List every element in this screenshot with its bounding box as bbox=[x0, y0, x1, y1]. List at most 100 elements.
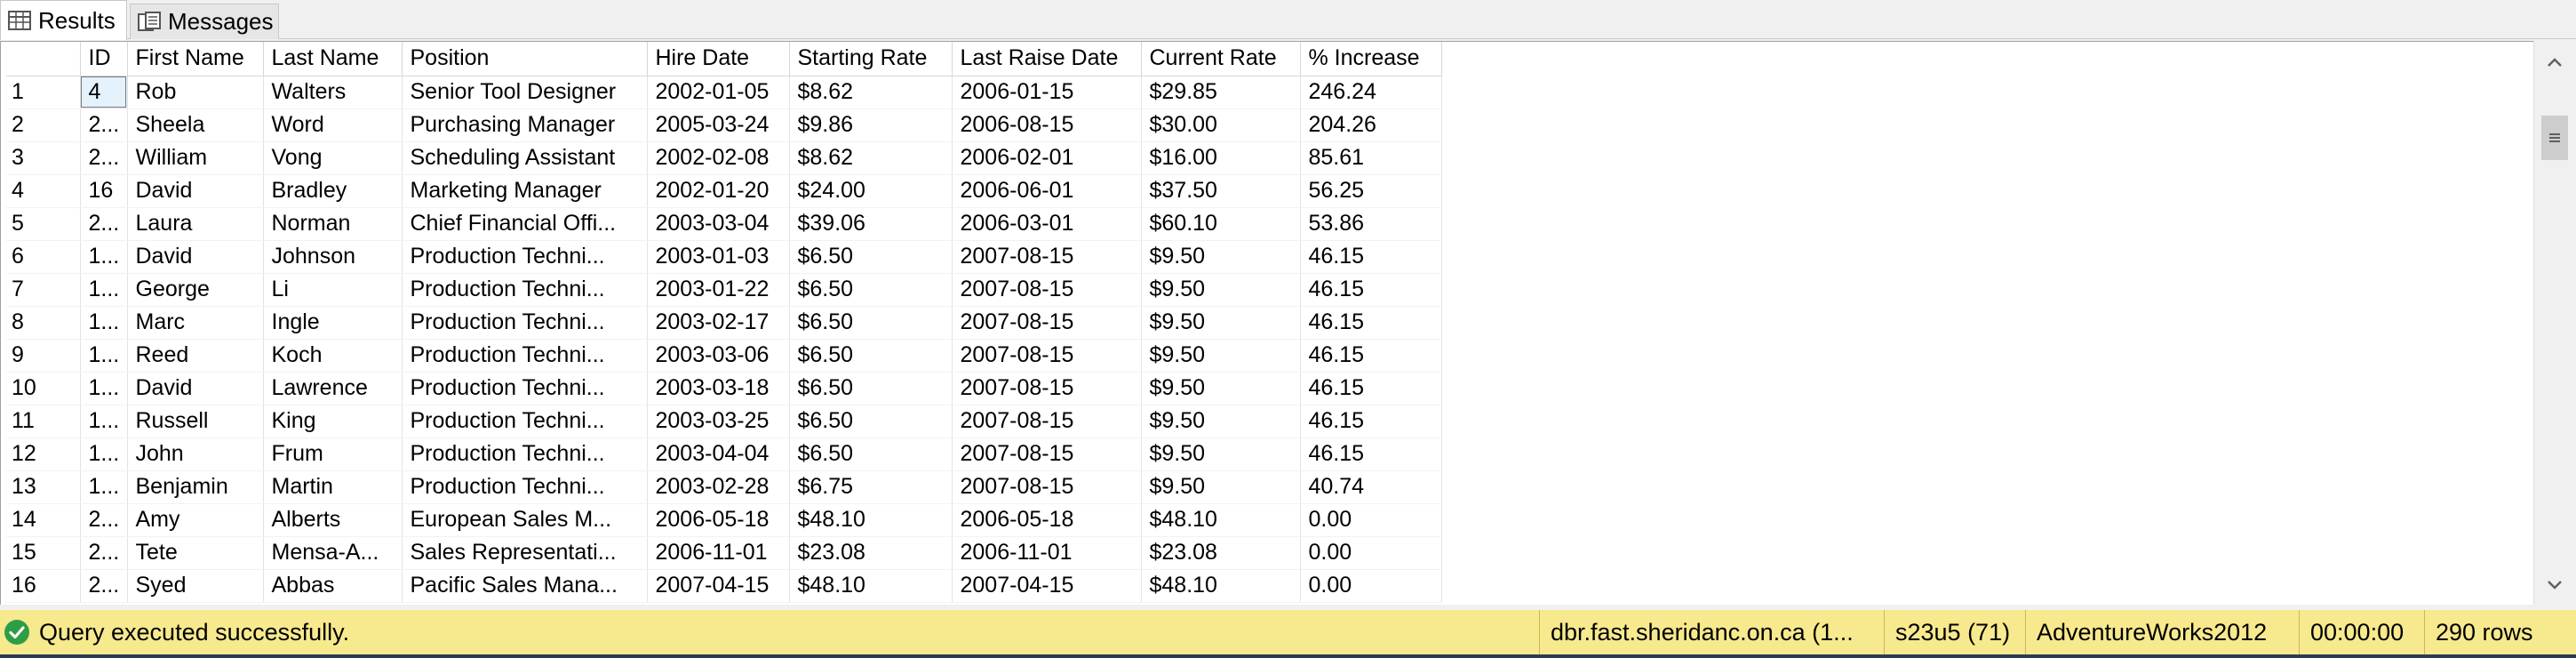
cell-starting-rate[interactable]: $23.08 bbox=[789, 536, 953, 570]
cell-last-name[interactable]: Lawrence bbox=[263, 372, 403, 405]
cell-hire-date[interactable]: 2006-05-18 bbox=[647, 503, 790, 537]
cell-last-raise-date[interactable]: 2006-08-15 bbox=[952, 108, 1142, 142]
cell-last-name[interactable]: Word bbox=[263, 108, 403, 142]
cell-first-name[interactable]: Marc bbox=[127, 306, 264, 340]
table-row[interactable]: 11 1... Russell King Production Techni... 200… bbox=[6, 405, 1442, 438]
table-row[interactable]: 2 2... Sheela Word Purchasing Manager 2005-03… bbox=[6, 108, 1442, 142]
cell-last-name[interactable]: Li bbox=[263, 273, 403, 307]
cell-position[interactable]: Production Techni... bbox=[402, 273, 648, 307]
cell-first-name[interactable]: Laura bbox=[127, 207, 264, 241]
cell-last-name[interactable]: Koch bbox=[263, 339, 403, 373]
cell-row-number[interactable]: 3 bbox=[6, 141, 81, 175]
table-row[interactable]: 3 2... William Vong Scheduling Assistant 2002… bbox=[6, 141, 1442, 175]
cell-last-raise-date[interactable]: 2006-02-01 bbox=[952, 141, 1142, 175]
table-row[interactable]: 15 2... Tete Mensa-A... Sales Representati..… bbox=[6, 536, 1442, 570]
table-row[interactable]: 10 1... David Lawrence Production Techni... 2… bbox=[6, 372, 1442, 405]
cell-id[interactable]: 1... bbox=[80, 437, 128, 471]
cell-row-number[interactable]: 4 bbox=[6, 174, 81, 208]
cell-last-name[interactable]: Ingle bbox=[263, 306, 403, 340]
cell-hire-date[interactable]: 2003-03-18 bbox=[647, 372, 790, 405]
cell-last-raise-date[interactable]: 2006-01-15 bbox=[952, 76, 1142, 109]
cell-first-name[interactable]: Russell bbox=[127, 405, 264, 438]
cell-starting-rate[interactable]: $48.10 bbox=[789, 569, 953, 603]
cell-first-name[interactable]: George bbox=[127, 273, 264, 307]
cell-percent-increase[interactable]: 40.74 bbox=[1300, 470, 1442, 504]
cell-percent-increase[interactable]: 46.15 bbox=[1300, 240, 1442, 274]
cell-position[interactable]: Purchasing Manager bbox=[402, 108, 648, 142]
cell-current-rate[interactable]: $9.50 bbox=[1141, 470, 1301, 504]
table-row[interactable]: 13 1... Benjamin Martin Production Techni...… bbox=[6, 470, 1442, 504]
cell-current-rate[interactable]: $48.10 bbox=[1141, 503, 1301, 537]
cell-row-number[interactable]: 15 bbox=[6, 536, 81, 570]
cell-position[interactable]: Marketing Manager bbox=[402, 174, 648, 208]
cell-hire-date[interactable]: 2003-03-04 bbox=[647, 207, 790, 241]
cell-starting-rate[interactable]: $6.50 bbox=[789, 306, 953, 340]
cell-hire-date[interactable]: 2002-01-20 bbox=[647, 174, 790, 208]
cell-percent-increase[interactable]: 46.15 bbox=[1300, 339, 1442, 373]
cell-percent-increase[interactable]: 46.15 bbox=[1300, 405, 1442, 438]
cell-hire-date[interactable]: 2003-01-03 bbox=[647, 240, 790, 274]
cell-hire-date[interactable]: 2003-02-28 bbox=[647, 470, 790, 504]
table-row[interactable]: 7 1... George Li Production Techni... 2003-01… bbox=[6, 273, 1442, 307]
cell-last-name[interactable]: Abbas bbox=[263, 569, 403, 603]
cell-starting-rate[interactable]: $8.62 bbox=[789, 76, 953, 109]
cell-last-raise-date[interactable]: 2006-06-01 bbox=[952, 174, 1142, 208]
cell-id[interactable]: 1... bbox=[80, 339, 128, 373]
cell-hire-date[interactable]: 2005-03-24 bbox=[647, 108, 790, 142]
cell-percent-increase[interactable]: 56.25 bbox=[1300, 174, 1442, 208]
cell-first-name[interactable]: Syed bbox=[127, 569, 264, 603]
cell-position[interactable]: Scheduling Assistant bbox=[402, 141, 648, 175]
table-row[interactable]: 9 1... Reed Koch Production Techni... 2003-03… bbox=[6, 339, 1442, 373]
cell-id[interactable]: 1... bbox=[80, 240, 128, 274]
cell-last-name[interactable]: Martin bbox=[263, 470, 403, 504]
cell-row-number[interactable]: 16 bbox=[6, 569, 81, 603]
cell-id[interactable]: 16 bbox=[80, 174, 128, 208]
header-last-name[interactable]: Last Name bbox=[263, 42, 403, 76]
header-starting-rate[interactable]: Starting Rate bbox=[789, 42, 953, 76]
table-row[interactable]: 12 1... John Frum Production Techni... 2003-0… bbox=[6, 437, 1442, 471]
cell-row-number[interactable]: 8 bbox=[6, 306, 81, 340]
cell-last-raise-date[interactable]: 2006-05-18 bbox=[952, 503, 1142, 537]
scroll-down-button[interactable] bbox=[2534, 567, 2575, 603]
cell-id[interactable]: 1... bbox=[80, 273, 128, 307]
cell-last-raise-date[interactable]: 2007-08-15 bbox=[952, 240, 1142, 274]
cell-current-rate[interactable]: $9.50 bbox=[1141, 437, 1301, 471]
cell-position[interactable]: Pacific Sales Mana... bbox=[402, 569, 648, 603]
cell-row-number[interactable]: 11 bbox=[6, 405, 81, 438]
cell-current-rate[interactable]: $9.50 bbox=[1141, 372, 1301, 405]
cell-row-number[interactable]: 14 bbox=[6, 503, 81, 537]
cell-id[interactable]: 4 bbox=[80, 76, 128, 109]
cell-hire-date[interactable]: 2003-02-17 bbox=[647, 306, 790, 340]
cell-percent-increase[interactable]: 85.61 bbox=[1300, 141, 1442, 175]
table-row[interactable]: 16 2... Syed Abbas Pacific Sales Mana... 2007… bbox=[6, 569, 1442, 603]
table-row[interactable]: 6 1... David Johnson Production Techni... 200… bbox=[6, 240, 1442, 274]
cell-row-number[interactable]: 9 bbox=[6, 339, 81, 373]
cell-starting-rate[interactable]: $39.06 bbox=[789, 207, 953, 241]
cell-last-raise-date[interactable]: 2007-08-15 bbox=[952, 470, 1142, 504]
cell-row-number[interactable]: 12 bbox=[6, 437, 81, 471]
cell-last-raise-date[interactable]: 2006-03-01 bbox=[952, 207, 1142, 241]
cell-last-name[interactable]: Johnson bbox=[263, 240, 403, 274]
cell-last-raise-date[interactable]: 2007-08-15 bbox=[952, 339, 1142, 373]
vertical-scrollbar[interactable] bbox=[2533, 41, 2576, 605]
cell-current-rate[interactable]: $9.50 bbox=[1141, 339, 1301, 373]
cell-hire-date[interactable]: 2007-04-15 bbox=[647, 569, 790, 603]
cell-first-name[interactable]: Reed bbox=[127, 339, 264, 373]
cell-position[interactable]: European Sales M... bbox=[402, 503, 648, 537]
cell-first-name[interactable]: Sheela bbox=[127, 108, 264, 142]
cell-row-number[interactable]: 7 bbox=[6, 273, 81, 307]
tab-messages[interactable]: Messages bbox=[130, 4, 279, 39]
cell-percent-increase[interactable]: 46.15 bbox=[1300, 372, 1442, 405]
cell-first-name[interactable]: David bbox=[127, 372, 264, 405]
cell-row-number[interactable]: 2 bbox=[6, 108, 81, 142]
scrollbar-thumb[interactable] bbox=[2541, 116, 2568, 160]
cell-last-raise-date[interactable]: 2007-08-15 bbox=[952, 437, 1142, 471]
cell-position[interactable]: Production Techni... bbox=[402, 405, 648, 438]
header-rownum[interactable] bbox=[6, 42, 81, 76]
cell-starting-rate[interactable]: $6.50 bbox=[789, 339, 953, 373]
cell-current-rate[interactable]: $9.50 bbox=[1141, 273, 1301, 307]
cell-current-rate[interactable]: $60.10 bbox=[1141, 207, 1301, 241]
cell-position[interactable]: Production Techni... bbox=[402, 437, 648, 471]
cell-position[interactable]: Chief Financial Offi... bbox=[402, 207, 648, 241]
cell-percent-increase[interactable]: 53.86 bbox=[1300, 207, 1442, 241]
